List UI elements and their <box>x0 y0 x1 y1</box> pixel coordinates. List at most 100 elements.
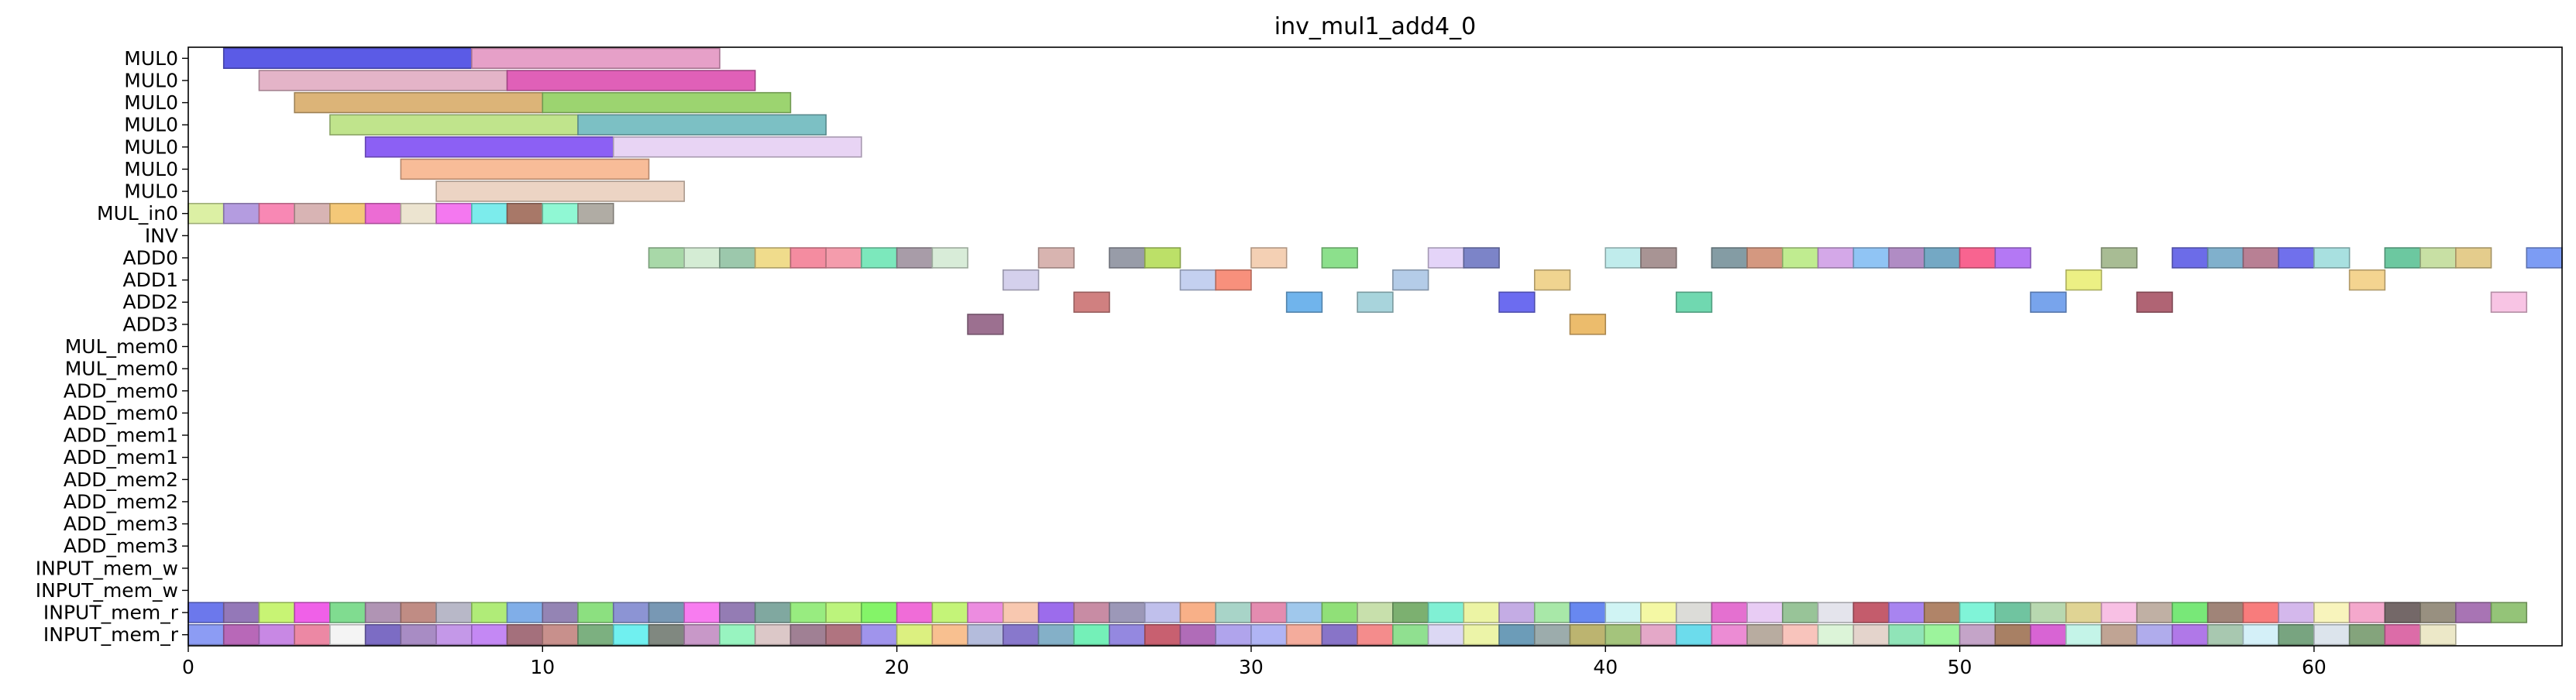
gantt-bar <box>1003 602 1040 623</box>
gantt-bar <box>896 624 934 646</box>
gantt-bar <box>2206 247 2244 269</box>
gantt-bar <box>1711 602 1748 623</box>
gantt-bar <box>506 602 544 623</box>
gantt-bar <box>400 203 437 225</box>
gantt-bar <box>1285 291 1323 313</box>
gantt-bar <box>1817 624 1855 646</box>
gantt-bar <box>1746 624 1783 646</box>
gantt-bar <box>1144 602 1181 623</box>
gantt-bar <box>2526 247 2563 269</box>
gantt-bar <box>2490 602 2528 623</box>
gantt-bar <box>1037 624 1075 646</box>
gantt-bar <box>2100 624 2138 646</box>
gantt-bar <box>2242 247 2279 269</box>
gantt-bar <box>222 624 260 646</box>
x-tick-label: 50 <box>1948 656 1972 678</box>
gantt-bar <box>2420 602 2457 623</box>
gantt-bar <box>2065 602 2103 623</box>
gantt-bar <box>1569 624 1607 646</box>
gantt-bar <box>187 602 225 623</box>
gantt-bar <box>2206 602 2244 623</box>
gantt-bar <box>1959 624 1996 646</box>
gantt-bar <box>1037 602 1075 623</box>
gantt-bar <box>435 180 686 202</box>
gantt-bar <box>364 602 402 623</box>
gantt-bar <box>2384 602 2421 623</box>
gantt-bar <box>2278 602 2315 623</box>
gantt-bar <box>1144 624 1181 646</box>
gantt-bar <box>577 114 827 136</box>
x-tick-label: 30 <box>1239 656 1264 678</box>
gantt-bar <box>2100 602 2138 623</box>
gantt-bar <box>1569 314 1607 335</box>
gantt-bar <box>2455 247 2492 269</box>
gantt-bar <box>612 624 650 646</box>
x-tick-label: 0 <box>182 656 194 678</box>
gantt-bar <box>2172 602 2209 623</box>
y-tick-label: MUL0 <box>124 158 178 180</box>
gantt-bar <box>1746 602 1783 623</box>
gantt-bar <box>1675 624 1713 646</box>
gantt-bar <box>1179 602 1217 623</box>
gantt-bar <box>931 624 968 646</box>
gantt-bar <box>506 70 756 91</box>
gantt-bar <box>612 136 862 158</box>
gantt-bar <box>1817 247 1855 269</box>
gantt-bar <box>1003 624 1040 646</box>
gantt-bar <box>400 602 437 623</box>
gantt-bar <box>258 624 295 646</box>
gantt-bar <box>2278 247 2315 269</box>
gantt-bar <box>471 47 721 69</box>
gantt-bar <box>719 247 756 269</box>
gantt-bar <box>329 203 366 225</box>
gantt-bar <box>542 624 579 646</box>
gantt-bar <box>1498 602 1536 623</box>
gantt-bar <box>648 602 686 623</box>
y-tick-label: MUL0 <box>124 180 178 203</box>
gantt-bar <box>1357 602 1394 623</box>
gantt-bar <box>1463 624 1500 646</box>
gantt-bar <box>2313 247 2351 269</box>
gantt-bar <box>931 602 968 623</box>
gantt-bar <box>1533 602 1571 623</box>
gantt-bar <box>364 136 614 158</box>
gantt-bar <box>2455 602 2492 623</box>
gantt-bar <box>1604 247 1642 269</box>
y-tick-label: MUL0 <box>124 91 178 114</box>
x-tick-label: 60 <box>2302 656 2327 678</box>
gantt-bar <box>2100 247 2138 269</box>
y-tick-label: ADD_mem1 <box>64 424 178 447</box>
gantt-bar <box>294 624 331 646</box>
y-tick-label: ADD0 <box>122 246 178 269</box>
gantt-bar <box>1427 602 1465 623</box>
plot-frame <box>187 46 2563 647</box>
gantt-bar <box>789 624 827 646</box>
gantt-bar <box>2206 624 2244 646</box>
gantt-bar <box>1924 624 1961 646</box>
gantt-bar <box>1179 269 1217 291</box>
x-tick-label: 20 <box>885 656 910 678</box>
gantt-bar <box>1817 602 1855 623</box>
gantt-bar <box>1711 247 1748 269</box>
gantt-bar <box>1463 247 1500 269</box>
y-tick-label: MUL_mem0 <box>65 335 178 358</box>
gantt-bar <box>1782 602 1819 623</box>
gantt-bar <box>2384 247 2421 269</box>
gantt-bar <box>1392 269 1429 291</box>
gantt-bar <box>1994 247 2031 269</box>
gantt-bar <box>258 70 508 91</box>
gantt-bar <box>1604 624 1642 646</box>
y-tick-label: INPUT_mem_w <box>36 557 178 579</box>
gantt-bar <box>789 602 827 623</box>
gantt-bar <box>2313 602 2351 623</box>
y-tick-label: ADD2 <box>122 291 178 314</box>
gantt-bar <box>542 203 579 225</box>
gantt-bar <box>2278 624 2315 646</box>
gantt-bar <box>1888 624 1925 646</box>
gantt-bar <box>222 602 260 623</box>
y-tick-label: ADD_mem2 <box>64 468 178 491</box>
gantt-bar <box>1392 624 1429 646</box>
gantt-bar <box>719 624 756 646</box>
y-tick-label: MUL0 <box>124 47 178 70</box>
